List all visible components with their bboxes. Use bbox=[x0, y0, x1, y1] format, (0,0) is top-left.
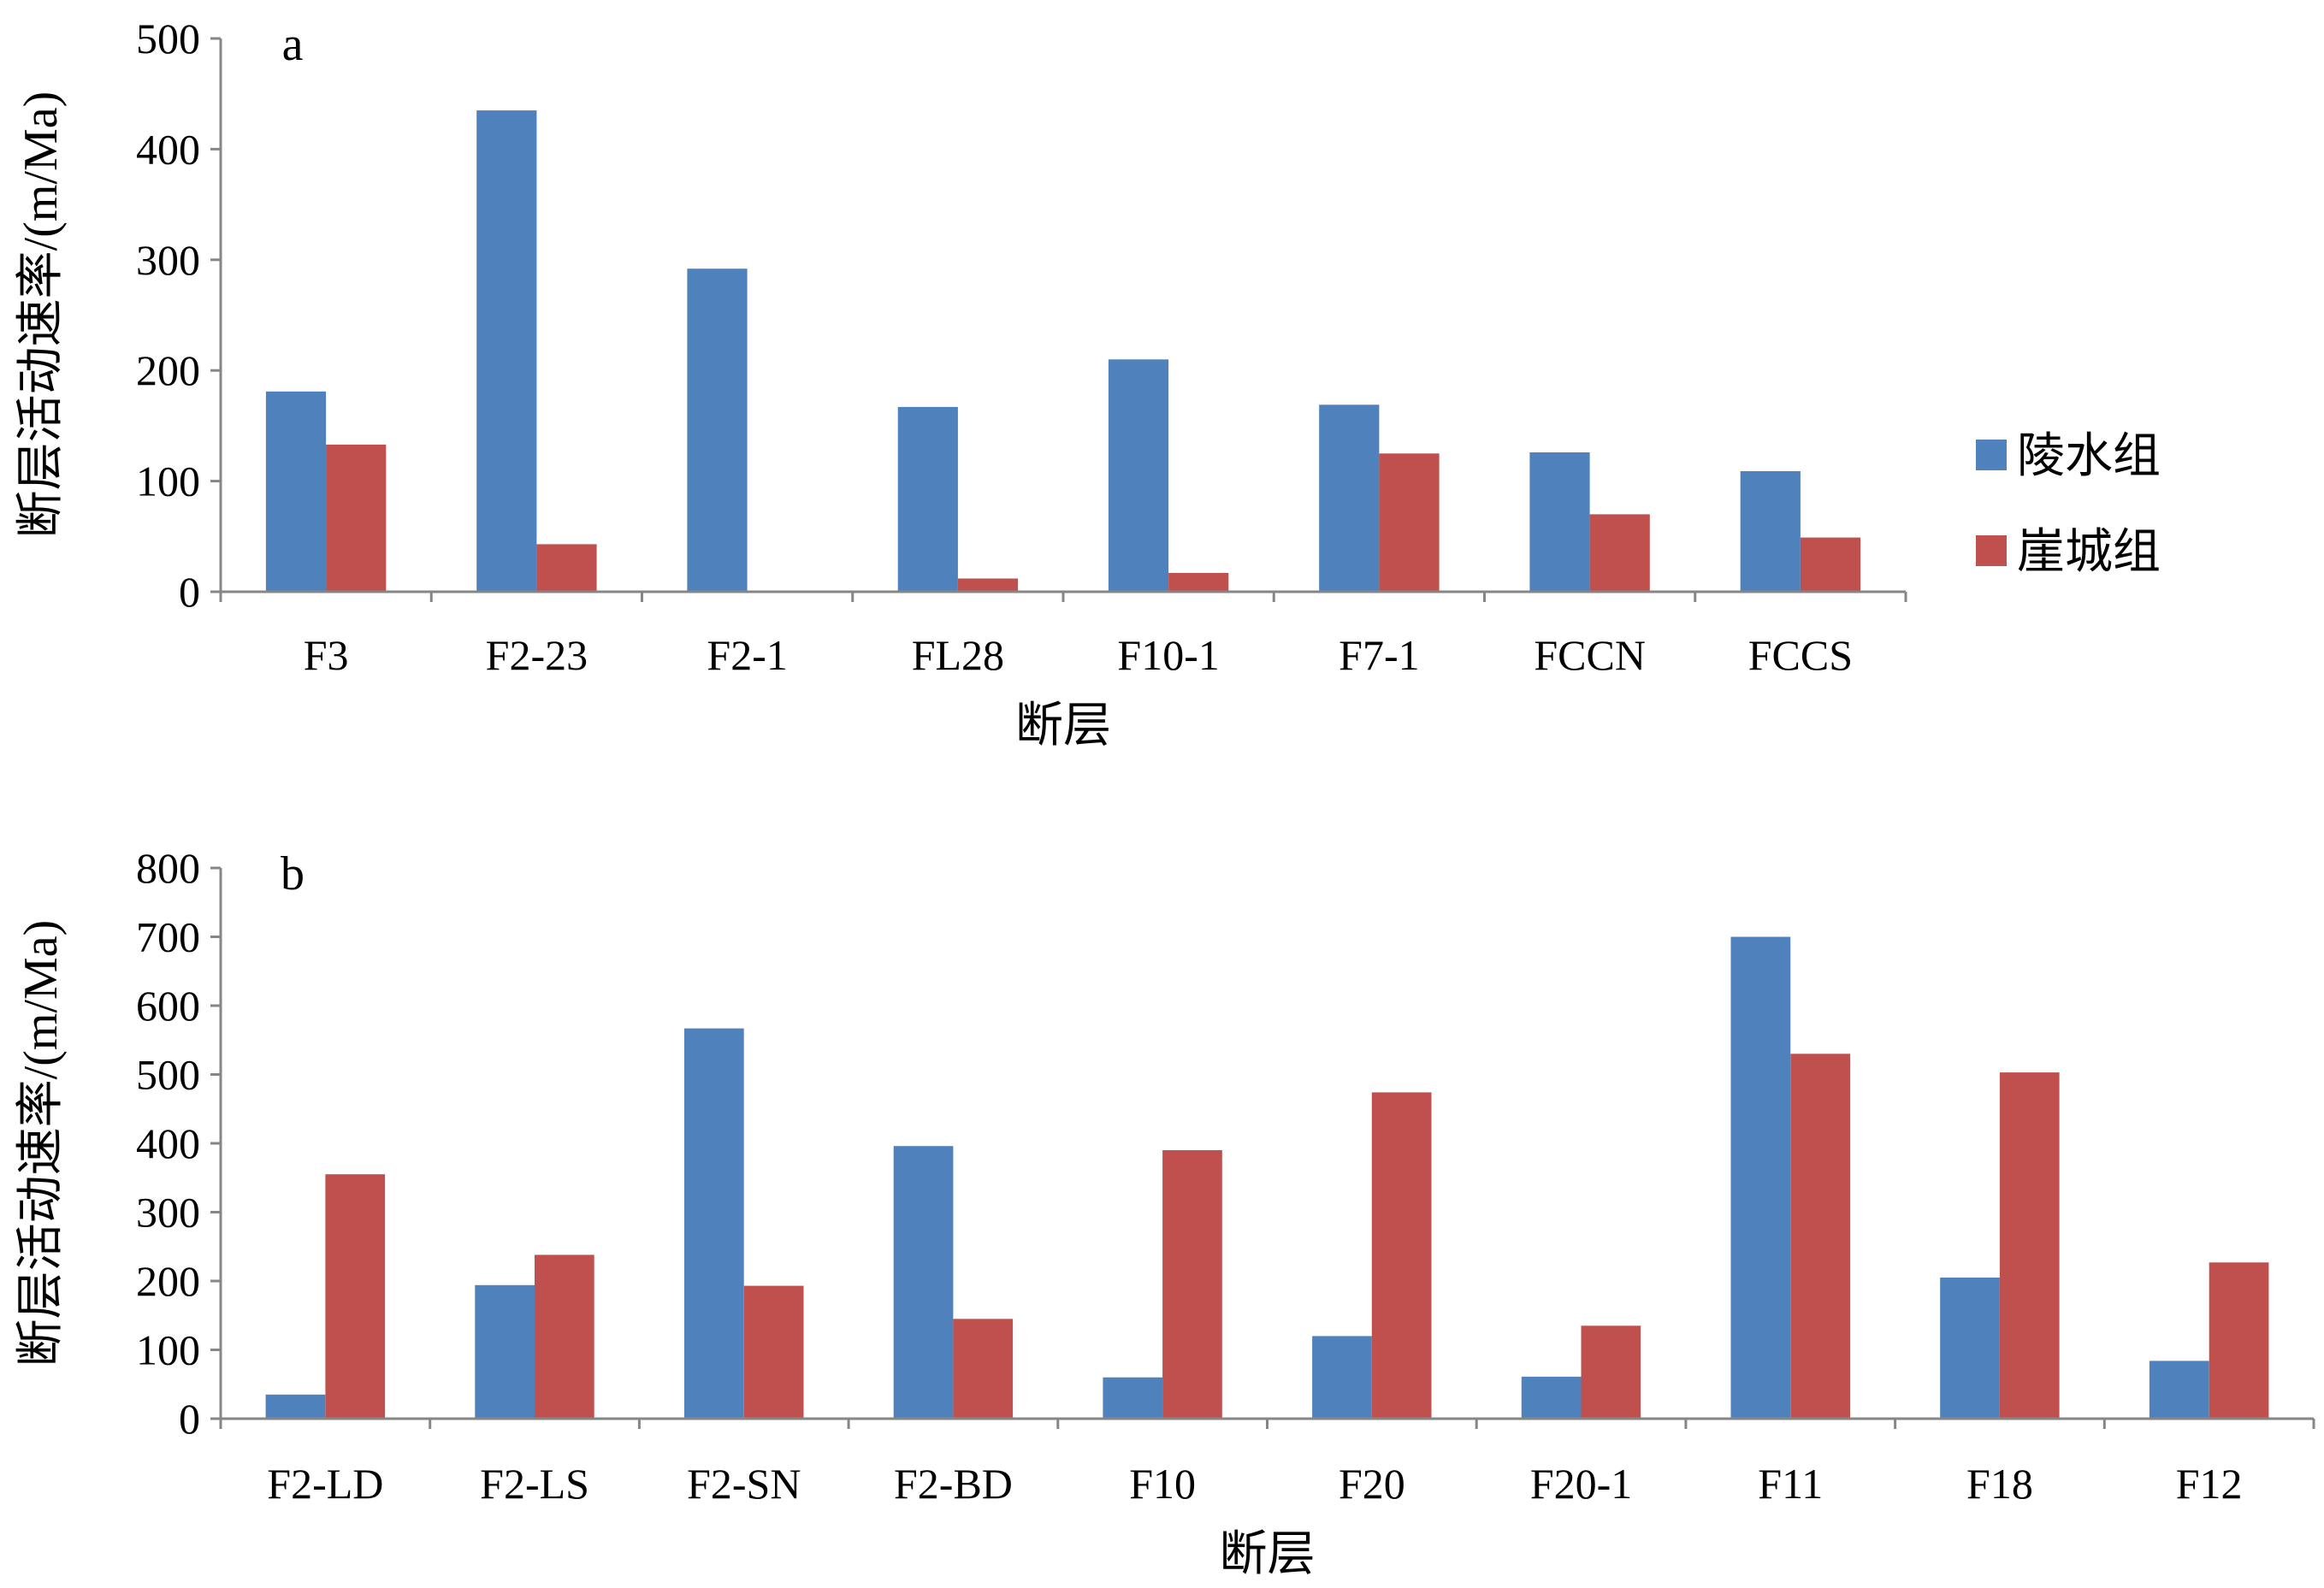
chart-panel-b: 0 100 200 300 400 500 600 700 800 F2-LD F2-LS F2-SN… bbox=[15, 844, 2315, 1581]
bar-yacheng-F20-1 bbox=[1581, 1325, 1641, 1419]
bar-lingshui-F7-1 bbox=[1319, 404, 1380, 592]
y-tick-label: 0 bbox=[179, 568, 200, 616]
bar-lingshui-F2-BD bbox=[893, 1146, 954, 1419]
x-category-label: F11 bbox=[1758, 1460, 1823, 1508]
panel-label: b bbox=[281, 847, 305, 900]
x-category-label: FCCS bbox=[1748, 631, 1853, 679]
legend-label-lingshui: 陵水组 bbox=[2017, 430, 2161, 483]
bar-yacheng-F3 bbox=[326, 444, 387, 592]
y-tick-label: 400 bbox=[136, 1119, 200, 1167]
bar-lingshui-F20-1 bbox=[1521, 1376, 1582, 1419]
bar-lingshui-F2-1 bbox=[687, 269, 748, 592]
y-tick-label: 100 bbox=[136, 458, 200, 505]
x-category-label: F2-LS bbox=[480, 1460, 589, 1508]
x-category-label: F3 bbox=[304, 631, 349, 679]
x-category-label: F10-1 bbox=[1117, 631, 1219, 679]
bar-lingshui-F3 bbox=[265, 391, 327, 592]
bar-yacheng-F18 bbox=[1999, 1072, 2060, 1419]
y-tick-label: 800 bbox=[136, 844, 200, 892]
y-tick-label: 100 bbox=[136, 1326, 200, 1374]
bar-lingshui-FCCN bbox=[1529, 452, 1590, 592]
x-category-label: FCCN bbox=[1534, 631, 1646, 679]
bar-yacheng-F2-BD bbox=[953, 1319, 1014, 1419]
bar-yacheng-F12 bbox=[2209, 1262, 2269, 1419]
y-tick-label: 400 bbox=[136, 125, 200, 173]
x-category-label: FL28 bbox=[912, 631, 1004, 679]
bar-yacheng-FCCN bbox=[1589, 514, 1650, 592]
y-axis-title: 断层活动速率/(m/Ma) bbox=[15, 920, 68, 1367]
x-category-label: F2-SN bbox=[687, 1460, 801, 1508]
bar-lingshui-F10-1 bbox=[1108, 359, 1169, 592]
bar-lingshui-F18 bbox=[1940, 1278, 2000, 1419]
bar-lingshui-F2-LD bbox=[265, 1394, 326, 1419]
y-tick-label: 700 bbox=[136, 913, 200, 961]
x-category-label: F2-23 bbox=[486, 631, 588, 679]
bar-lingshui-F10 bbox=[1103, 1377, 1163, 1419]
bar-lingshui-F12 bbox=[2149, 1361, 2209, 1419]
bar-yacheng-F2-LD bbox=[325, 1174, 386, 1419]
x-axis-title: 断层 bbox=[1015, 700, 1111, 753]
y-tick-label: 600 bbox=[136, 982, 200, 1030]
x-category-label: F12 bbox=[2176, 1460, 2243, 1508]
y-tick-label: 300 bbox=[136, 1189, 200, 1237]
bar-yacheng-FL28 bbox=[957, 578, 1019, 592]
bar-yacheng-F11 bbox=[1790, 1054, 1850, 1419]
legend-label-yacheng: 崖城组 bbox=[2017, 526, 2161, 579]
y-tick-label: 500 bbox=[136, 15, 200, 62]
x-category-label: F10 bbox=[1129, 1460, 1196, 1508]
bar-yacheng-F2-SN bbox=[743, 1285, 804, 1419]
bar-lingshui-F2-23 bbox=[476, 110, 537, 593]
y-axis-title: 断层活动速率/(m/Ma) bbox=[15, 92, 68, 539]
x-category-label: F7-1 bbox=[1339, 631, 1419, 679]
bar-yacheng-F2-23 bbox=[536, 544, 597, 592]
bar-yacheng-FCCS bbox=[1800, 537, 1861, 592]
bar-lingshui-F20 bbox=[1312, 1336, 1372, 1419]
x-category-label: F20 bbox=[1339, 1460, 1405, 1508]
bar-yacheng-F7-1 bbox=[1379, 453, 1440, 593]
y-tick-label: 0 bbox=[179, 1395, 200, 1443]
x-category-label: F18 bbox=[1966, 1460, 2033, 1508]
bar-lingshui-FL28 bbox=[897, 406, 958, 592]
x-category-label: F20-1 bbox=[1530, 1460, 1632, 1508]
panel-label: a bbox=[282, 18, 304, 71]
bar-yacheng-F10-1 bbox=[1168, 573, 1229, 592]
x-category-label: F2-BD bbox=[894, 1460, 1013, 1508]
chart-panel-a: 0 100 200 300 400 500 F3 F2-23 F2-1 FL28 F10-1 F7-1… bbox=[15, 15, 2161, 753]
legend-swatch-lingshui bbox=[1976, 440, 2007, 470]
y-tick-label: 200 bbox=[136, 346, 200, 394]
bar-lingshui-F2-SN bbox=[684, 1028, 744, 1419]
bar-yacheng-F10 bbox=[1162, 1150, 1222, 1419]
x-category-label: F2-1 bbox=[707, 631, 787, 679]
y-tick-label: 200 bbox=[136, 1257, 200, 1305]
y-tick-label: 500 bbox=[136, 1051, 200, 1099]
bar-yacheng-F20 bbox=[1371, 1092, 1432, 1419]
bar-lingshui-FCCS bbox=[1740, 471, 1801, 592]
bar-yacheng-F2-LS bbox=[535, 1254, 594, 1419]
y-tick-label: 300 bbox=[136, 236, 200, 284]
x-axis-title: 断层 bbox=[1220, 1528, 1316, 1581]
x-category-label: F2-LD bbox=[267, 1460, 383, 1508]
bar-lingshui-F11 bbox=[1730, 936, 1791, 1419]
bar-lingshui-F2-LS bbox=[475, 1284, 535, 1419]
legend-swatch-yacheng bbox=[1976, 535, 2007, 566]
